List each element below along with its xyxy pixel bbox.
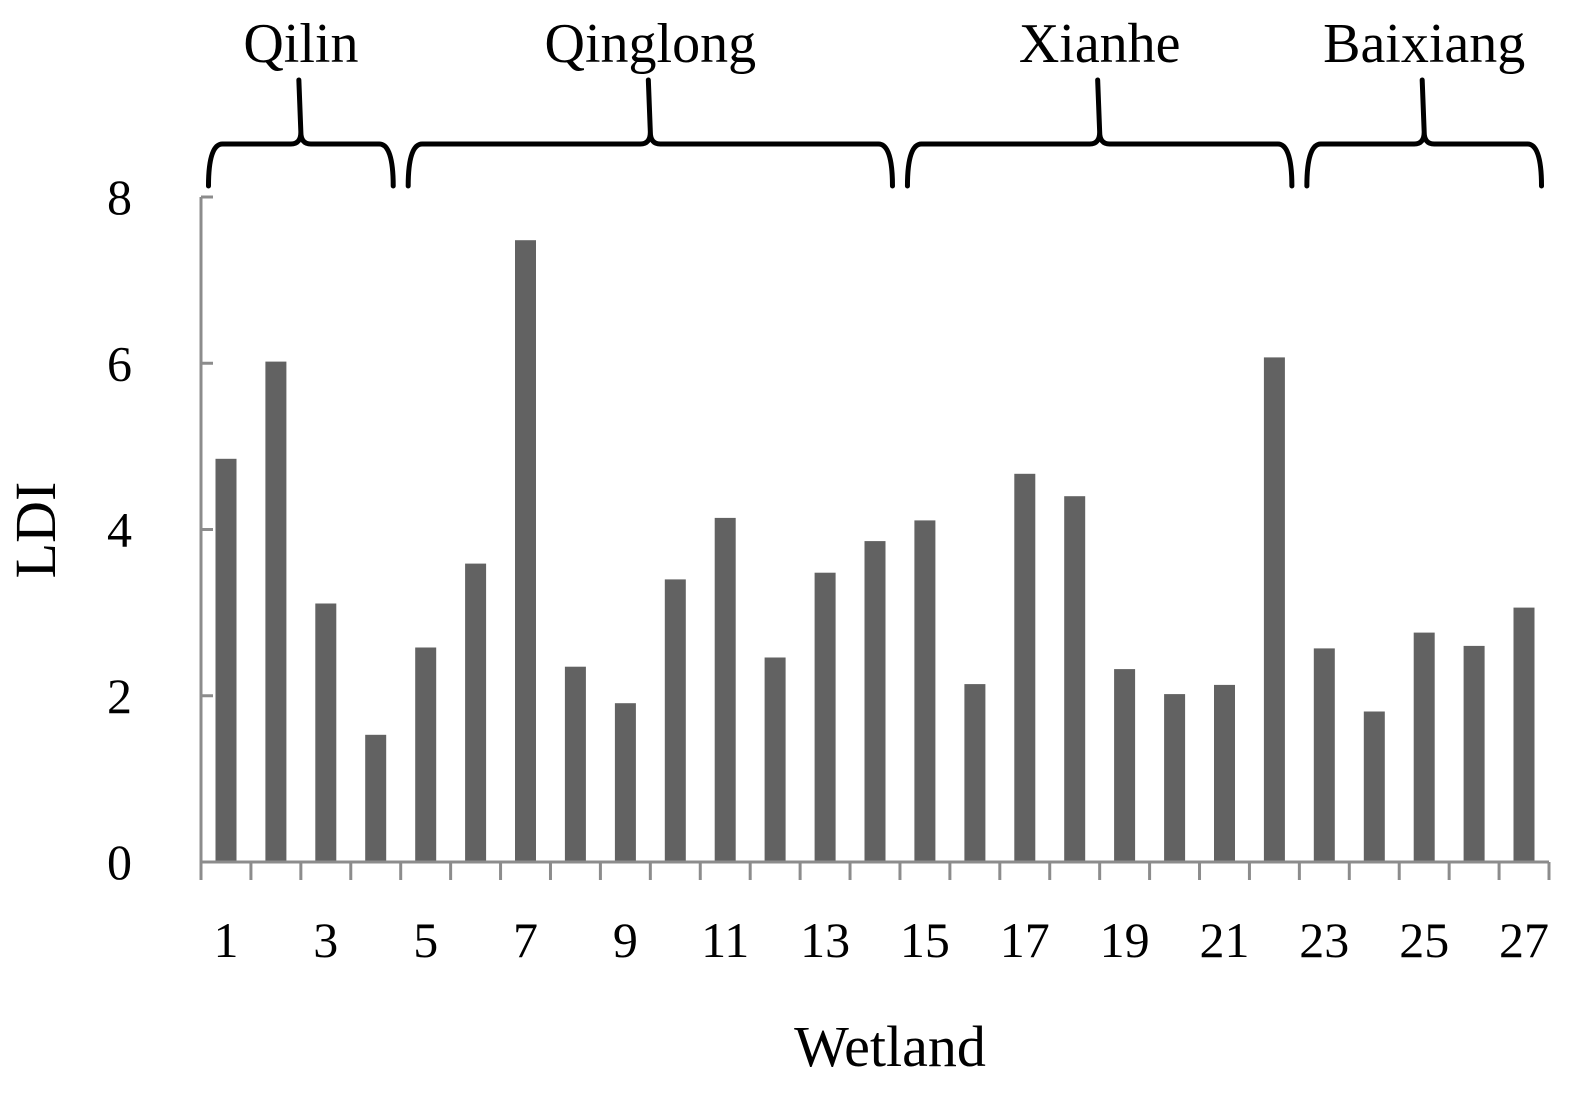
x-tick-label: 21 <box>1200 912 1250 968</box>
bar-wetland-4 <box>365 734 387 862</box>
bar-wetland-13 <box>814 572 836 862</box>
x-tick-label: 3 <box>313 912 338 968</box>
group-label: Baixiang <box>1323 13 1525 75</box>
group-brace <box>904 77 1295 189</box>
bar-wetland-3 <box>315 603 337 862</box>
bar-wetland-26 <box>1463 645 1485 862</box>
y-tick-label: 6 <box>107 335 132 391</box>
bar-wetland-22 <box>1263 357 1285 862</box>
y-axis-title: LDI <box>3 482 68 579</box>
bar-wetland-23 <box>1313 648 1335 862</box>
group-braces: Qilin Qinglong Xianhe Baixiang <box>205 13 1545 189</box>
x-tick-label: 25 <box>1399 912 1449 968</box>
x-tick-label: 1 <box>214 912 239 968</box>
x-tick-label: 7 <box>513 912 538 968</box>
bar-wetland-10 <box>664 579 686 862</box>
bar-wetland-8 <box>564 666 586 862</box>
x-axis-title: Wetland <box>794 1014 986 1079</box>
bar-wetland-21 <box>1214 684 1235 862</box>
group-label: Xianhe <box>1019 13 1181 75</box>
group-label: Qilin <box>243 13 358 75</box>
bar-wetland-11 <box>714 517 736 862</box>
y-tick-label: 8 <box>107 169 132 225</box>
bar-wetland-6 <box>465 563 487 862</box>
bar-wetland-27 <box>1513 607 1535 862</box>
x-tick-label: 13 <box>800 912 850 968</box>
bar-wetland-1 <box>215 458 237 862</box>
group-brace <box>405 77 895 189</box>
group-brace <box>205 77 396 189</box>
bar-wetland-17 <box>1014 473 1036 862</box>
x-tick-label: 15 <box>900 912 950 968</box>
bar-wetland-19 <box>1114 669 1136 862</box>
x-tick-label: 19 <box>1100 912 1150 968</box>
y-tick-label: 2 <box>107 668 132 724</box>
x-tick-label: 27 <box>1499 912 1549 968</box>
bar-wetland-15 <box>914 520 936 862</box>
x-tick-label: 11 <box>701 912 749 968</box>
bar-wetland-2 <box>265 361 287 862</box>
bar-wetland-12 <box>764 657 786 862</box>
x-tick-label: 5 <box>413 912 438 968</box>
bar-wetland-25 <box>1413 632 1435 862</box>
bar-wetland-5 <box>415 647 437 862</box>
bar-wetland-24 <box>1363 711 1385 862</box>
bar-wetland-9 <box>614 703 636 862</box>
group-brace <box>1304 77 1545 189</box>
bar-wetland-20 <box>1164 694 1186 862</box>
x-tick-label: 9 <box>613 912 638 968</box>
bar-wetland-16 <box>964 684 986 862</box>
bar-wetland-14 <box>864 541 886 862</box>
x-ticks: 1 3 5 7 9 11 13 15 17 19 21 23 25 27 <box>199 862 1551 968</box>
bar-wetland-7 <box>515 240 536 862</box>
bar-wetland-18 <box>1064 496 1086 862</box>
y-ticks: 0 2 4 6 8 <box>107 169 213 890</box>
y-tick-label: 4 <box>107 502 132 558</box>
y-tick-label: 0 <box>107 834 132 890</box>
bars <box>215 240 1535 862</box>
x-tick-label: 23 <box>1299 912 1349 968</box>
x-tick-label: 17 <box>1000 912 1050 968</box>
group-label: Qinglong <box>545 13 757 75</box>
